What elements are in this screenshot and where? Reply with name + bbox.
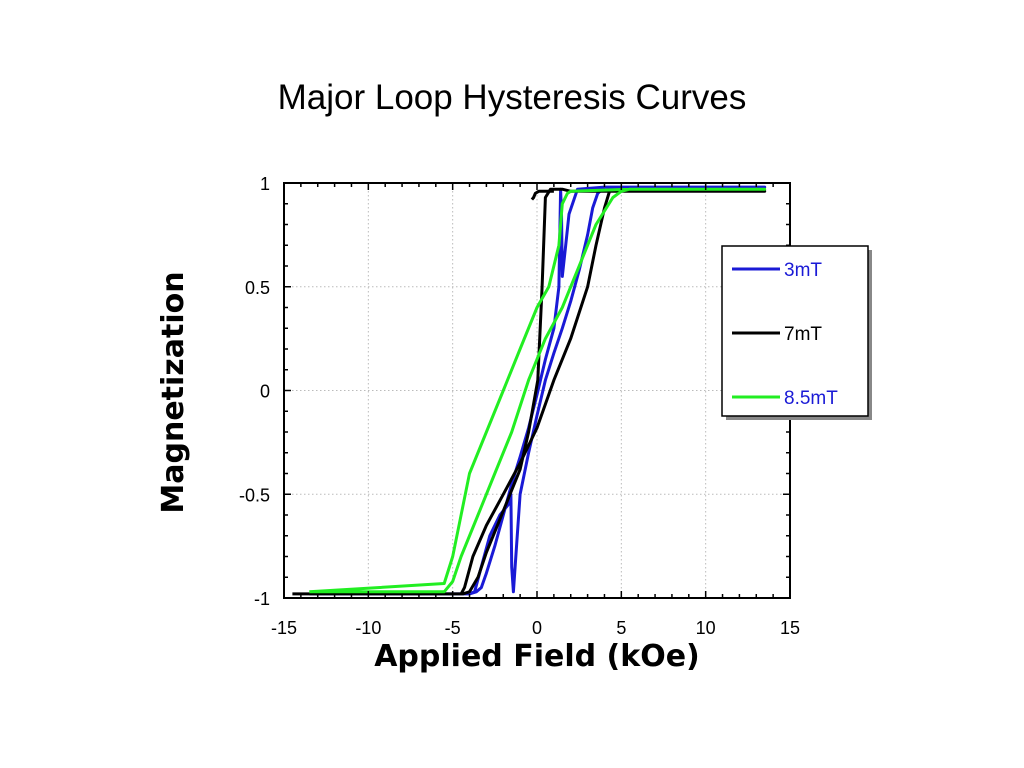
legend-label: 8.5mT	[784, 388, 838, 409]
series-3mT-line	[309, 185, 767, 596]
y-tick-label: 1	[260, 174, 270, 194]
y-tick-label: 0	[260, 382, 270, 402]
x-axis-title: Applied Field (kOe)	[374, 639, 700, 674]
legend: 3mT 7mT 8.5mT	[721, 245, 872, 420]
x-tick-label: 15	[780, 618, 800, 638]
x-tick-label: 0	[532, 618, 542, 638]
x-tick-label: -5	[445, 618, 461, 638]
series-7mT-line	[292, 187, 767, 596]
x-tick-label: -10	[355, 618, 381, 638]
y-tick-label: 0.5	[245, 278, 270, 298]
series-8.5mT-line	[309, 187, 767, 594]
series-layer	[292, 185, 767, 596]
legend-box	[721, 245, 869, 417]
axes: -15 -10 -5 0 5 10 15 -1 -0.5 0 0.5 1	[239, 174, 800, 638]
x-tick-label: 10	[696, 618, 716, 638]
y-axis-title: Magnetization	[156, 271, 191, 513]
legend-label: 7mT	[784, 324, 822, 345]
series-7mT-corner	[530, 189, 554, 201]
y-tick-label: -0.5	[239, 485, 270, 505]
slide-title: Major Loop Hysteresis Curves	[277, 78, 747, 117]
x-tick-label: 5	[616, 618, 626, 638]
x-tick-label: -15	[271, 618, 297, 638]
y-tick-label: -1	[254, 589, 270, 609]
legend-label: 3mT	[784, 260, 822, 281]
